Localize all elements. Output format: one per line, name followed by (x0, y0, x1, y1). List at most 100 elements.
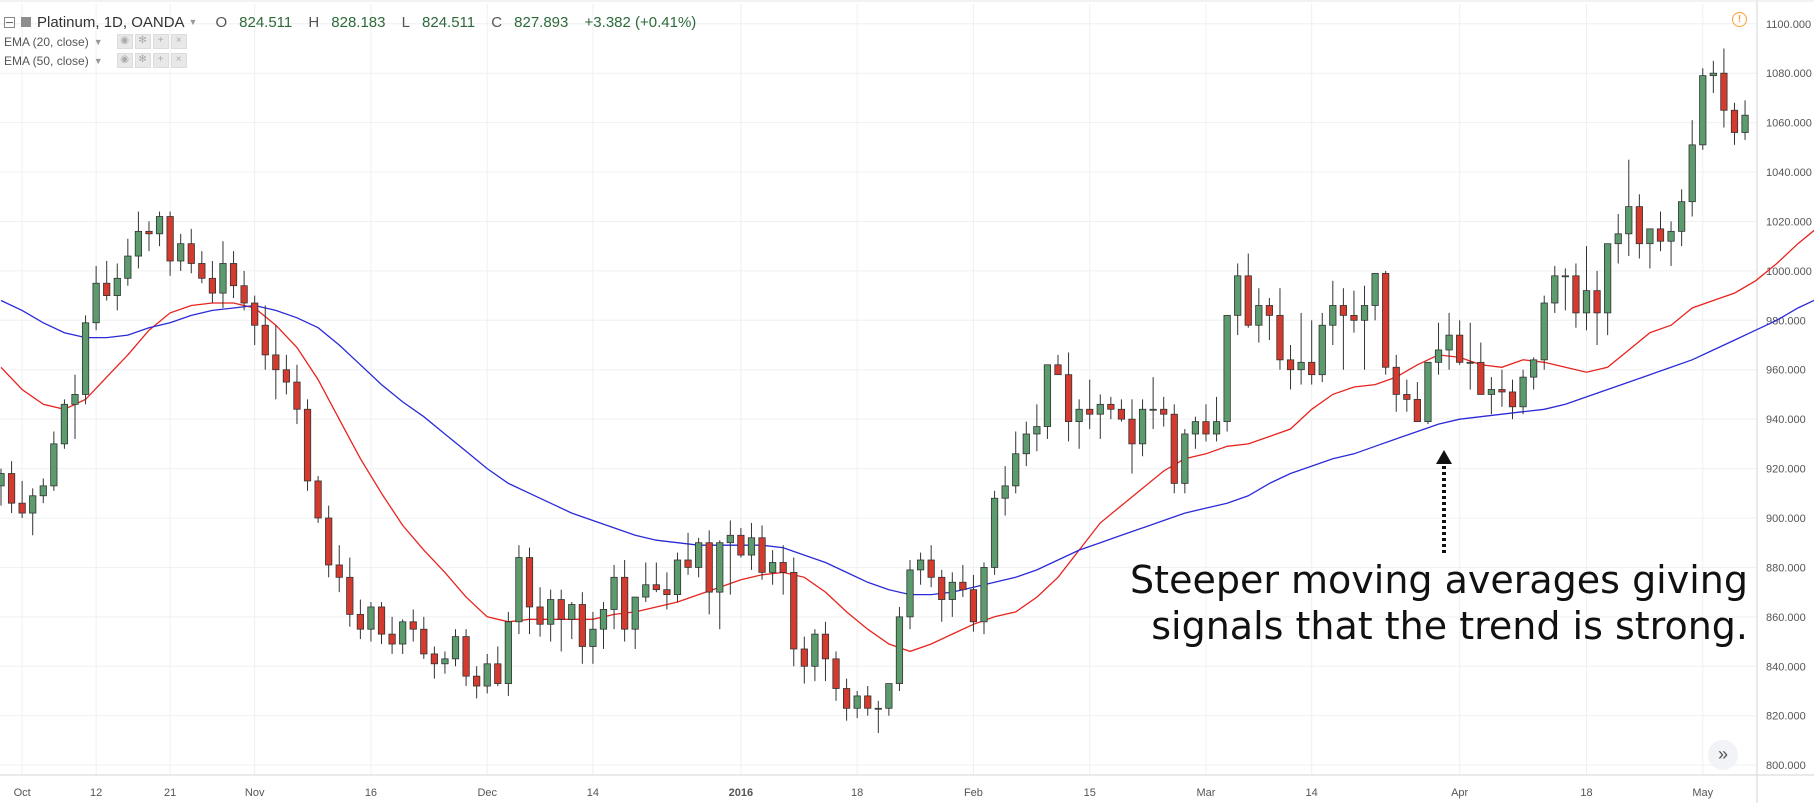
candle-body (1339, 305, 1347, 316)
scroll-right-icon[interactable]: » (1708, 740, 1738, 770)
candle-body (642, 584, 650, 598)
candle-body (1012, 453, 1020, 487)
candle-body (1096, 403, 1104, 415)
eye-icon[interactable]: ◉ (116, 53, 133, 68)
candle-body (1678, 201, 1686, 232)
candle-body (821, 633, 830, 660)
price-tick-label: 940.000 (1766, 414, 1806, 426)
candle-body (1487, 389, 1495, 395)
eye-icon[interactable]: ◉ (116, 34, 133, 49)
candle-body (1170, 413, 1178, 484)
chevron-down-icon[interactable]: ▼ (93, 55, 103, 66)
indicator-row-ema50: EMA (50, close) ▼ ◉ ✻ + × (4, 51, 708, 70)
candle-body (1635, 206, 1643, 245)
candle-body (1086, 408, 1094, 415)
candle-body (737, 534, 745, 556)
candle-body (1699, 75, 1707, 146)
candle-body (652, 584, 660, 591)
time-tick-label: May (1692, 787, 1713, 799)
time-tick-label: 18 (1580, 787, 1592, 799)
candle-body (832, 658, 840, 689)
candle-body (853, 695, 861, 709)
candle-body (1371, 272, 1379, 306)
close-icon[interactable]: × (170, 53, 187, 68)
close-icon[interactable]: × (170, 34, 187, 49)
candle-body (547, 599, 555, 625)
candle-body (39, 485, 47, 497)
candle-body (779, 562, 787, 573)
candle-body (684, 559, 692, 568)
candle-body (1424, 361, 1432, 423)
candle-body (60, 403, 69, 445)
candle-body (346, 576, 354, 615)
candle-body (1498, 389, 1506, 393)
candle-body (1149, 408, 1157, 411)
candle-body (1688, 144, 1696, 203)
ohlc-low: L 824.511 (401, 13, 476, 31)
candle-body (578, 604, 586, 647)
candle-body (356, 613, 364, 630)
candle-body (430, 653, 438, 665)
candle-body (1614, 233, 1622, 245)
indicator-label-ema20[interactable]: EMA (20, close) (4, 34, 89, 49)
candle-body (1646, 228, 1654, 245)
candle-body (198, 263, 206, 279)
chevron-down-icon[interactable]: ▼ (93, 36, 103, 47)
time-tick-label: Apr (1451, 787, 1468, 799)
candle-body (1551, 275, 1559, 304)
time-tick-label: 14 (587, 787, 599, 799)
candle-body (208, 277, 216, 294)
ema-50-line (0, 299, 1814, 596)
candle-body (1265, 305, 1273, 316)
candle-body (663, 589, 671, 596)
time-tick-label: Dec (477, 787, 497, 799)
candle-body (451, 636, 460, 660)
gear-icon[interactable]: ✻ (134, 53, 151, 68)
candle-body (536, 606, 544, 625)
price-tick-label: 820.000 (1766, 711, 1806, 723)
symbol-title[interactable]: Platinum, 1D, OANDA (37, 13, 185, 31)
candle-body (1456, 334, 1464, 363)
time-tick-label: Nov (245, 787, 265, 799)
gear-icon[interactable]: ✻ (134, 34, 151, 49)
candle-body (251, 302, 259, 326)
candle-body (1138, 408, 1147, 445)
candle-body (885, 683, 893, 709)
arrow-up-icon (1436, 450, 1452, 464)
chevron-down-icon[interactable]: ▼ (188, 17, 198, 27)
candle-body (1434, 349, 1443, 363)
candle-body (916, 559, 925, 571)
candle-body (1286, 359, 1295, 371)
indicator-buttons: ◉ ✻ + × (116, 53, 189, 68)
price-tick-label: 1080.000 (1766, 68, 1812, 80)
ohlc-high: H 828.183 (308, 13, 386, 31)
price-tick-label: 880.000 (1766, 562, 1806, 574)
candle-body (1308, 361, 1316, 376)
candle-body (843, 688, 851, 709)
plus-icon[interactable]: + (152, 53, 169, 68)
plus-icon[interactable]: + (152, 34, 169, 49)
candle-body (610, 576, 618, 610)
candle-body (377, 606, 386, 635)
candle-body (990, 497, 999, 568)
candle-body (71, 394, 79, 405)
candle-body (705, 542, 713, 593)
time-tick-label: Oct (14, 787, 31, 799)
candle-body (325, 517, 333, 566)
candle-body (1329, 305, 1337, 326)
ohlc-open: O 824.511 (215, 13, 293, 31)
candle-body (177, 243, 185, 262)
candle-body (1234, 275, 1242, 316)
candle-body (790, 571, 798, 650)
candle-body (219, 263, 227, 294)
candle-body (1540, 302, 1548, 361)
indicator-label-ema50[interactable]: EMA (50, close) (4, 53, 89, 68)
candle-body (420, 628, 428, 655)
alert-icon[interactable]: ! (1732, 12, 1747, 27)
time-tick-label: 2016 (729, 787, 753, 799)
candle-body (494, 663, 502, 684)
candle-body (864, 695, 872, 709)
collapse-icon[interactable] (4, 16, 15, 28)
